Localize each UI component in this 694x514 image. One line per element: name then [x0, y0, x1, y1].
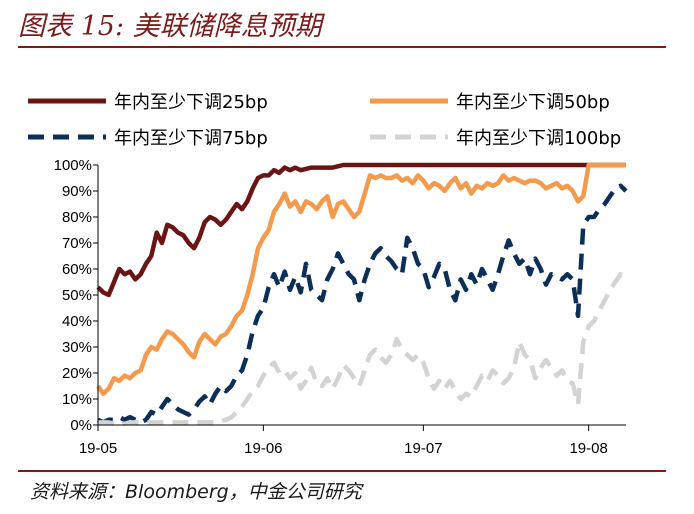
y-tick-label: 70%: [62, 235, 92, 252]
y-axis: 0% 10% 20% 30% 40% 50% 60% 70% 80% 90% 100%: [54, 157, 99, 434]
y-tick-label: 80%: [62, 209, 92, 226]
series-line-3: [97, 183, 628, 425]
legend-label-4: 年内至少下调100bp: [456, 128, 621, 149]
series-line-1: [96, 162, 626, 298]
source-note: 资料来源：Bloomberg，中金公司研究: [30, 481, 362, 503]
legend-label-3: 年内至少下调75bp: [114, 128, 268, 149]
y-tick-label: 30%: [62, 339, 92, 356]
x-tick-label: 19-08: [569, 440, 607, 457]
legend-label-2: 年内至少下调50bp: [456, 92, 610, 113]
y-tick-label: 40%: [62, 313, 92, 330]
y-tick-label: 60%: [62, 261, 92, 278]
figure-title: 图表 15: 美联储降息预期: [18, 11, 322, 42]
title-underline: [18, 46, 666, 48]
y-tick-label: 90%: [62, 183, 92, 200]
legend: 年内至少下调25bp 年内至少下调50bp 年内至少下调75bp 年内至少下调100b…: [28, 92, 621, 149]
y-tick-label: 0%: [70, 417, 92, 434]
y-tick-label: 10%: [62, 391, 92, 408]
y-tick-label: 100%: [54, 157, 92, 174]
y-tick-label: 20%: [62, 365, 92, 382]
x-axis: 19-05 19-06 19-07 19-08: [79, 424, 626, 457]
y-tick-label: 50%: [62, 287, 92, 304]
plot-area: [96, 162, 628, 428]
series-line-4: [98, 271, 628, 428]
x-tick-label: 19-07: [404, 440, 442, 457]
x-tick-label: 19-05: [79, 440, 117, 457]
source-rule: [18, 470, 666, 472]
x-tick-label: 19-06: [244, 440, 282, 457]
legend-label-1: 年内至少下调25bp: [114, 92, 268, 113]
line-chart: 年内至少下调25bp 年内至少下调50bp 年内至少下调75bp 年内至少下调100b…: [28, 92, 628, 457]
series-line-2: [96, 162, 626, 397]
